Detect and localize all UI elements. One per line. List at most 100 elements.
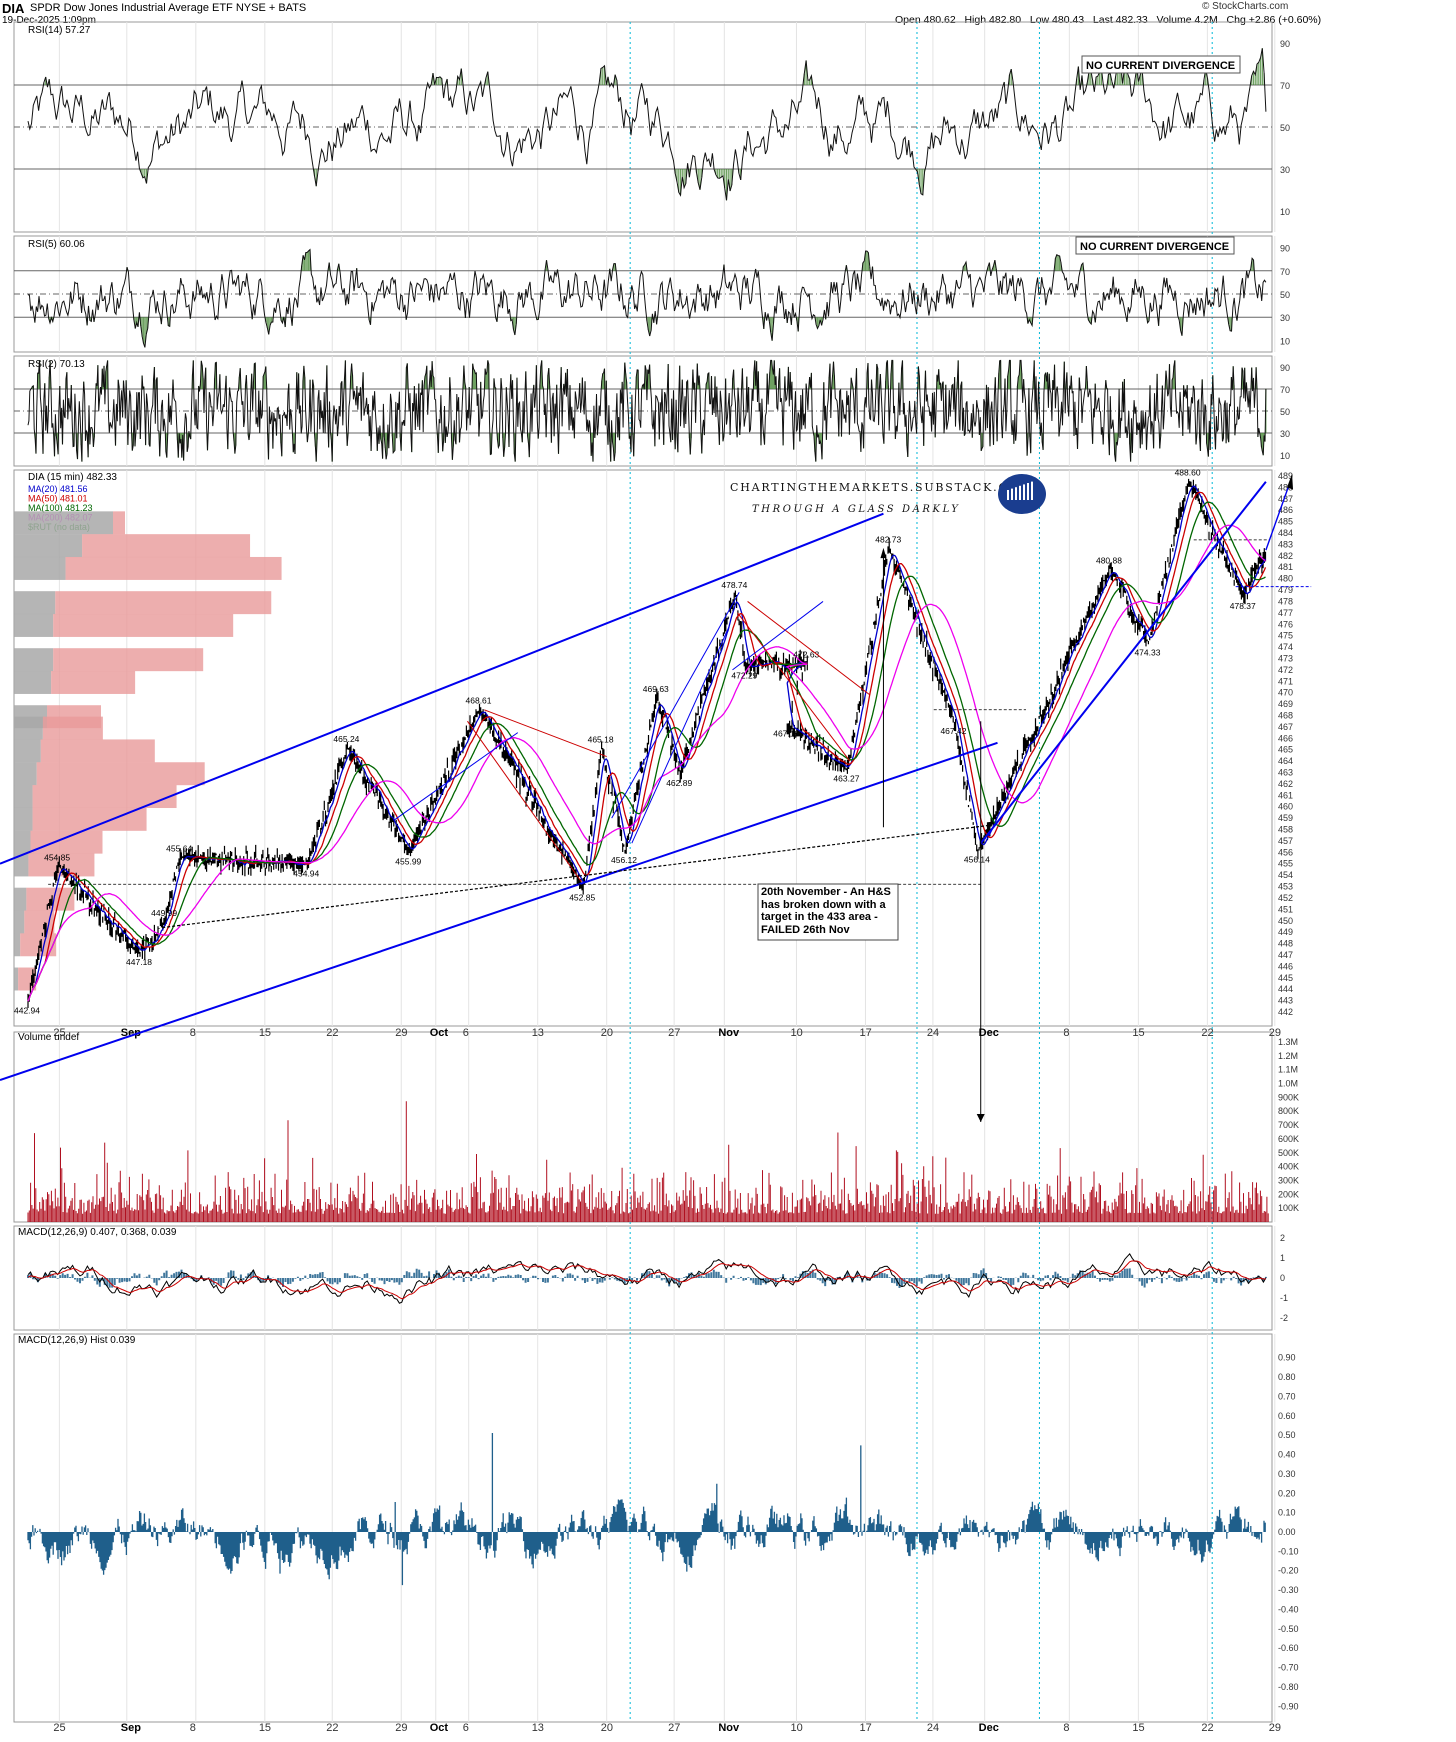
volume-y-tick: 600K xyxy=(1278,1134,1299,1144)
x-tick-label: 25 xyxy=(53,1027,65,1039)
vbp-bar-red xyxy=(65,556,282,580)
price-y-tick: 489 xyxy=(1278,471,1293,481)
logo-bar xyxy=(1007,490,1009,500)
price-y-tick: 482 xyxy=(1278,551,1293,561)
volume-y-tick: 300K xyxy=(1278,1175,1299,1185)
price-y-tick: 471 xyxy=(1278,676,1293,686)
rsi14-y-tick: 10 xyxy=(1280,207,1290,217)
x-tick-label: Dec xyxy=(979,1027,999,1039)
rsi14-y-tick: 50 xyxy=(1280,123,1290,133)
vbp-bar-gray xyxy=(14,853,29,877)
x-tick-label: 8 xyxy=(1063,1722,1069,1734)
rsi5-extreme-fill xyxy=(34,249,1255,348)
hist-y-tick: -0.40 xyxy=(1278,1604,1299,1614)
price-y-tick: 478 xyxy=(1278,596,1293,606)
price-title: DIA (15 min) 482.33 xyxy=(28,472,117,483)
price-y-tick: 446 xyxy=(1278,961,1293,971)
volume-y-tick: 1.2M xyxy=(1278,1051,1298,1061)
macd-y-tick: 1 xyxy=(1280,1253,1285,1263)
pivot-label: 467.19 xyxy=(773,729,799,739)
price-y-tick: 453 xyxy=(1278,882,1293,892)
x-tick-label: 22 xyxy=(1201,1722,1213,1734)
price-y-tick: 466 xyxy=(1278,733,1293,743)
logo-bar xyxy=(1027,483,1029,500)
pivot-label: 454.94 xyxy=(293,868,319,878)
pivot-label: 452.85 xyxy=(569,892,595,902)
wedge-blue-line xyxy=(393,732,519,821)
rsi2-y-tick: 70 xyxy=(1280,385,1290,395)
vbp-bar-gray xyxy=(14,613,54,637)
legend-entry: MA(100) 481.23 xyxy=(28,503,93,513)
price-y-tick: 488 xyxy=(1278,482,1293,492)
wedge-red-line xyxy=(747,601,871,696)
price-y-tick: 456 xyxy=(1278,847,1293,857)
chart-date: 19-Dec-2025 1:09pm xyxy=(2,15,96,26)
vbp-bar-red xyxy=(32,807,147,831)
pivot-label: 474.33 xyxy=(1134,647,1160,657)
volume-y-tick: 100K xyxy=(1278,1203,1299,1213)
pivot-label: 469.63 xyxy=(643,684,669,694)
breakout-arrow xyxy=(1265,479,1292,551)
volume-y-tick: 800K xyxy=(1278,1106,1299,1116)
x-tick-label: 27 xyxy=(668,1722,680,1734)
x-tick-label: 17 xyxy=(859,1027,871,1039)
wedge-blue-line xyxy=(631,626,730,844)
volume-bars xyxy=(27,1101,1269,1222)
vbp-bar-gray xyxy=(14,511,113,535)
pivot-label: 449.99 xyxy=(151,908,177,918)
pivot-label: 482.73 xyxy=(875,535,901,545)
price-y-tick: 452 xyxy=(1278,893,1293,903)
price-y-tick: 445 xyxy=(1278,973,1293,983)
rsi5-y-tick: 30 xyxy=(1280,313,1290,323)
vbp-bar-gray xyxy=(14,716,43,740)
legend-entry: MA(50) 481.01 xyxy=(28,494,88,504)
price-y-tick: 467 xyxy=(1278,722,1293,732)
security-name-text: SPDR Dow Jones Industrial Average ETF xyxy=(30,2,233,14)
rsi5-title: RSI(5) 60.06 xyxy=(28,239,85,250)
vbp-bar-gray xyxy=(14,671,52,694)
price-y-tick: 449 xyxy=(1278,927,1293,937)
price-y-tick: 458 xyxy=(1278,825,1293,835)
hist-y-tick: 0.10 xyxy=(1278,1508,1296,1518)
logo-bar xyxy=(1019,485,1021,500)
x-tick-label: 15 xyxy=(1132,1722,1144,1734)
volume-y-tick: 400K xyxy=(1278,1162,1299,1172)
pivot-label: 463.27 xyxy=(833,773,859,783)
x-tick-label: Oct xyxy=(430,1722,449,1734)
rsi2-y-tick: 90 xyxy=(1280,363,1290,373)
price-y-tick: 483 xyxy=(1278,539,1293,549)
rsi2-y-tick: 10 xyxy=(1280,451,1290,461)
pivot-label: 465.24 xyxy=(333,734,359,744)
vbp-bar-gray xyxy=(14,830,31,854)
volume-y-tick: 900K xyxy=(1278,1092,1299,1102)
x-tick-label: 15 xyxy=(1132,1027,1144,1039)
pivot-label: 456.12 xyxy=(611,855,637,865)
price-y-tick: 474 xyxy=(1278,642,1293,652)
legend-entry: MA(20) 481.56 xyxy=(28,484,88,494)
macd-y-tick: 2 xyxy=(1280,1233,1285,1243)
pivot-label: 456.14 xyxy=(964,855,990,865)
vbp-bar-red xyxy=(24,910,55,934)
x-tick-label: Nov xyxy=(718,1722,740,1734)
x-tick-label: Dec xyxy=(979,1722,999,1734)
watermark-tagline: THROUGH A GLASS DARKLY xyxy=(752,504,960,515)
x-tick-label: 10 xyxy=(790,1722,802,1734)
rsi5-y-tick: 70 xyxy=(1280,267,1290,277)
price-y-tick: 443 xyxy=(1278,996,1293,1006)
price-y-tick: 454 xyxy=(1278,870,1293,880)
x-tick-label: 10 xyxy=(790,1027,802,1039)
hist-y-tick: -0.50 xyxy=(1278,1624,1299,1634)
macd-y-tick: -2 xyxy=(1280,1313,1288,1323)
vbp-bar-gray xyxy=(14,556,66,580)
vbp-bar-gray xyxy=(14,534,83,558)
macd-y-tick: -1 xyxy=(1280,1293,1288,1303)
hist-y-tick: -0.70 xyxy=(1278,1663,1299,1673)
vbp-bar-gray xyxy=(14,887,27,911)
logo-bar xyxy=(1015,487,1017,500)
macd-y-tick: 0 xyxy=(1280,1273,1285,1283)
rsi2-title: RSI(2) 70.13 xyxy=(28,359,85,370)
ma200-line xyxy=(27,524,1266,1002)
macd-title: MACD(12,26,9) 0.407, 0.368, 0.039 xyxy=(18,1227,177,1238)
vbp-bar-gray xyxy=(14,739,41,763)
